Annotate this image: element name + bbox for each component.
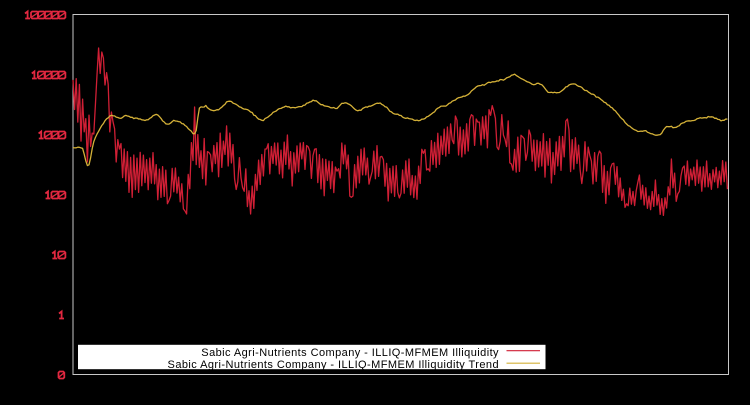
svg-text:Sabic Agri-Nutrients Company -: Sabic Agri-Nutrients Company - ILLIQ-MFM… xyxy=(168,359,499,371)
svg-text:Sabic Agri-Nutrients Company -: Sabic Agri-Nutrients Company - ILLIQ-MFM… xyxy=(201,347,499,359)
